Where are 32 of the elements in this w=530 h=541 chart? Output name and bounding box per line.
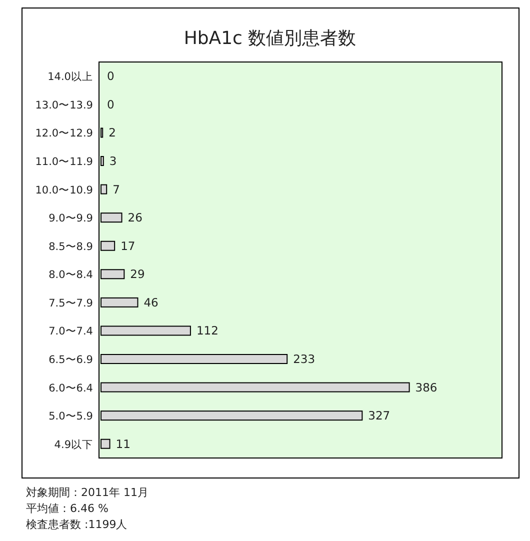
y-tick-label: 4.9以下 [54,438,93,451]
y-tick-label: 14.0以上 [48,70,93,84]
text: 検査患者数 :1199人 [26,518,128,531]
y-tick-label: 9.0〜9.9 [48,212,93,225]
data-label: 3 [109,154,117,168]
data-label: 0 [107,69,114,84]
data-label: 17 [120,238,136,253]
y-tick-label: 13.0〜13.9 [35,99,93,112]
data-label: 386 [415,380,438,394]
y-tick-label: 12.0〜12.9 [35,128,93,140]
y-tick-label: 7.5〜7.9 [48,297,93,310]
y-tick-label: 8.0〜8.4 [48,269,94,282]
data-label: 0 [107,97,114,112]
y-tick-label: 7.0〜7.4 [48,326,94,338]
data-label: 26 [128,210,142,225]
y-tick-label: 10.0〜10.9 [35,184,93,196]
data-label: 233 [293,352,316,366]
y-tick-label: 5.0〜5.9 [48,410,93,423]
y-tick-label: 6.5〜6.9 [48,354,93,366]
data-label: 112 [196,324,218,338]
data-label: 7 [112,182,120,196]
data-label: 327 [368,408,390,423]
title: HbA1c 数値別患者数 [184,28,356,49]
data-label: 11 [116,436,130,451]
y-tick-label: 6.0〜6.4 [48,382,94,394]
data-label: 29 [130,267,145,282]
data-label: 46 [144,295,158,310]
text: 対象期間：2011年 11月 [26,486,148,499]
text: 平均値：6.46 % [26,502,108,515]
data-label: 2 [108,126,116,140]
y-tick-label: 8.5〜8.9 [48,240,93,253]
y-tick-label: 11.0〜11.9 [35,156,93,168]
